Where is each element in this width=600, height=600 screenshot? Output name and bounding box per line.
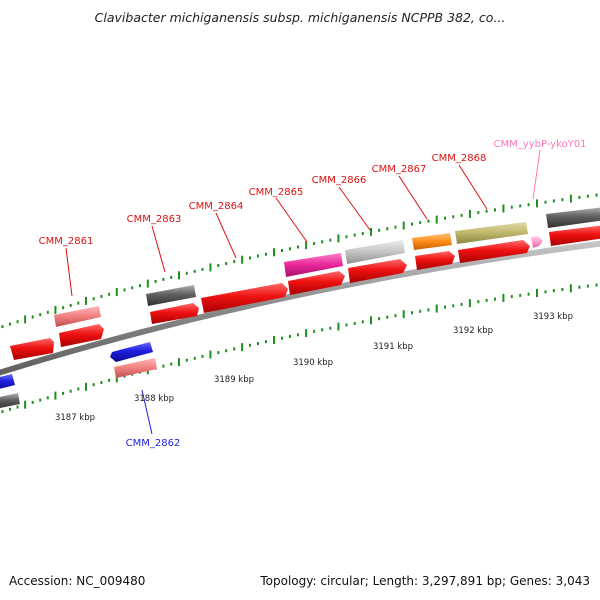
kbp-label: 3190 kbp (293, 358, 333, 368)
kbp-label: 3188 kbp (134, 394, 174, 404)
gene-box-dark-2863[interactable] (146, 285, 196, 306)
gene-arrow-rna-yybp[interactable] (531, 236, 543, 248)
gene-arrow-red-2864[interactable] (201, 283, 288, 313)
kbp-label: 3191 kbp (373, 342, 413, 352)
gene-label-cmm-2861[interactable]: CMM_2861 (39, 236, 94, 247)
gene-labels: CMM_2861 CMM_2862 CMM_2863 CMM_2864 CMM_… (39, 139, 587, 449)
gene-box-gray-2866[interactable] (345, 240, 405, 264)
gene-box-red-right[interactable] (549, 225, 600, 246)
gene-arrow-red-2861[interactable] (59, 324, 104, 347)
genome-backbone (0, 240, 600, 376)
outer-tick-ring (1, 193, 598, 329)
kbp-scale-labels: 3187 kbp 3188 kbp 3189 kbp 3190 kbp 3191… (55, 312, 573, 423)
gene-arrow-red-2863[interactable] (150, 303, 199, 324)
inner-tick-ring (1, 283, 598, 414)
gene-label-cmm-2866[interactable]: CMM_2866 (312, 175, 367, 186)
gene-box-olive-2868[interactable] (455, 222, 528, 244)
gene-label-cmm-2865[interactable]: CMM_2865 (249, 187, 304, 198)
gene-box-magenta-2865[interactable] (284, 253, 343, 277)
gene-box-pink-reverse[interactable] (114, 358, 157, 378)
gene-arrow-red-2865[interactable] (288, 271, 345, 295)
gene-arrow-red[interactable] (10, 338, 54, 360)
gene-arrow-cmm-2862[interactable] (110, 342, 153, 362)
kbp-label: 3193 kbp (533, 312, 573, 322)
gene-arrow-reverse[interactable] (0, 374, 15, 390)
map-title: Clavibacter michiganensis subsp. michiga… (94, 10, 506, 25)
gene-box-pink-2861[interactable] (54, 306, 101, 327)
gene-label-cmm-2864[interactable]: CMM_2864 (189, 201, 244, 212)
gene-label-cmm-2867[interactable]: CMM_2867 (372, 164, 427, 175)
gene-track (0, 207, 600, 409)
gene-label-cmm-2862[interactable]: CMM_2862 (126, 438, 181, 449)
kbp-label: 3187 kbp (55, 413, 95, 423)
gene-label-cmm-2863[interactable]: CMM_2863 (127, 214, 182, 225)
gene-label-cmm-yybp-ykoy01[interactable]: CMM_yybP-ykoY01 (494, 139, 587, 150)
gene-arrow-red-2866[interactable] (348, 259, 407, 283)
label-connectors (65, 149, 541, 435)
gene-box-dark-right[interactable] (546, 207, 600, 228)
gene-box-orange-2867[interactable] (412, 233, 452, 250)
gene-arrow-red-2868[interactable] (458, 240, 530, 263)
gene-box-dark[interactable] (0, 393, 20, 409)
gene-arrow-red-2867[interactable] (415, 251, 455, 270)
gene-label-cmm-2868[interactable]: CMM_2868 (432, 153, 487, 164)
kbp-label: 3192 kbp (453, 326, 493, 336)
kbp-label: 3189 kbp (214, 375, 254, 385)
accession-label: Accession: NC_009480 (9, 574, 146, 588)
genome-summary: Topology: circular; Length: 3,297,891 bp… (260, 574, 590, 588)
